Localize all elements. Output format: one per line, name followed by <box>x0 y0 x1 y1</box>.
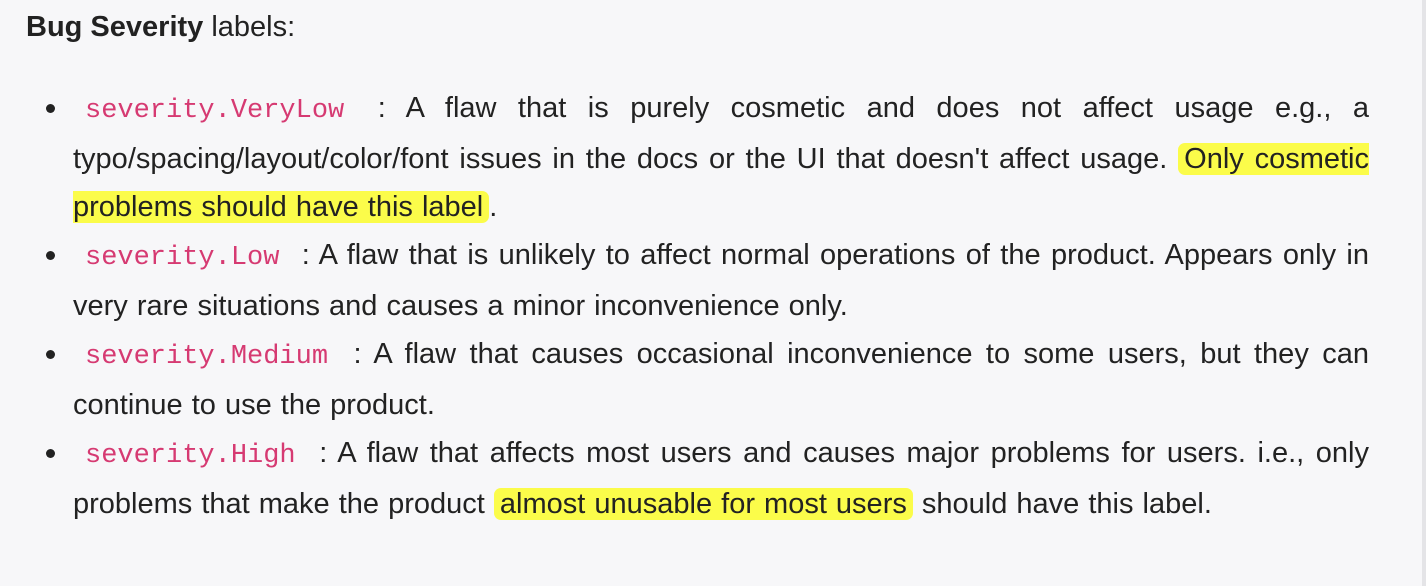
bullet-icon <box>46 251 55 260</box>
severity-code: severity.Low <box>85 243 280 273</box>
list-item: severity.VeryLow : A flaw that is purely… <box>46 84 1369 231</box>
highlighted-text: almost unusable for most users <box>493 488 913 520</box>
severity-list: severity.VeryLow : A flaw that is purely… <box>46 84 1369 528</box>
description-text: : A flaw that is unlikely to affect norm… <box>73 239 1369 322</box>
severity-code: severity.High <box>85 441 296 471</box>
bullet-icon <box>46 350 55 359</box>
description-tail: should have this label. <box>912 488 1212 520</box>
list-item: severity.High : A flaw that affects most… <box>46 429 1369 528</box>
bullet-icon <box>46 449 55 458</box>
list-item: severity.Medium : A flaw that causes occ… <box>46 330 1369 429</box>
heading-rest: labels: <box>203 11 296 43</box>
list-item: severity.Low : A flaw that is unlikely t… <box>46 231 1369 330</box>
bullet-icon <box>46 104 55 113</box>
description-tail: . <box>489 191 498 223</box>
section-heading: Bug Severity labels: <box>26 7 295 47</box>
severity-code: severity.VeryLow <box>85 96 345 126</box>
description-text: : A flaw that causes occasional inconven… <box>73 338 1369 421</box>
heading-bold: Bug Severity <box>26 11 204 43</box>
right-edge-divider <box>1422 0 1426 586</box>
severity-code: severity.Medium <box>85 342 329 372</box>
description-text: : A flaw that is purely cosmetic and doe… <box>73 92 1369 175</box>
description-text: : A flaw that affects most users and cau… <box>73 437 1369 520</box>
